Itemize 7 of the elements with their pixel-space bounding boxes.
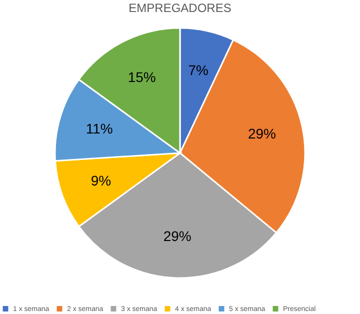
chart-title: EMPREGADORES	[128, 1, 232, 15]
data-label: 29%	[248, 126, 276, 142]
data-label: 15%	[128, 69, 156, 86]
data-label: 9%	[90, 172, 112, 188]
data-label: 29%	[163, 228, 192, 244]
data-label: 11%	[86, 120, 113, 137]
data-label: 7%	[188, 62, 208, 78]
